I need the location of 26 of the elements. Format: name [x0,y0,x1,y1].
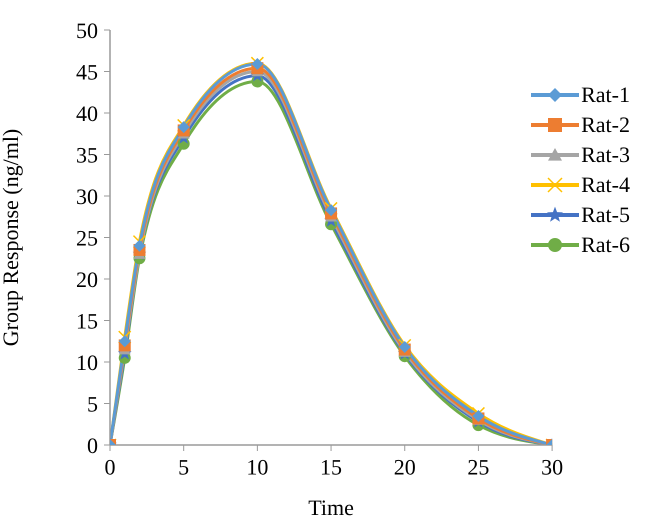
x-tick-label: 25 [467,454,490,480]
x-tick-label: 30 [541,454,564,480]
x-tick-label: 0 [104,454,116,480]
legend-label: Rat-1 [581,82,630,108]
y-tick-label: 0 [87,432,98,458]
y-tick-label: 25 [76,225,98,250]
legend-label: Rat-5 [581,202,630,228]
x-axis-title: Time [308,495,354,520]
y-tick-label: 15 [76,308,98,334]
legend-label: Rat-4 [581,172,630,198]
x-tick-label: 5 [178,454,190,480]
y-tick-label: 40 [76,100,98,126]
legend-label: Rat-2 [581,112,630,138]
x-tick-label: 15 [320,454,342,480]
y-tick-label: 50 [76,18,98,43]
y-tick-label: 35 [76,142,98,168]
y-tick-label: 20 [76,266,98,292]
y-tick-label: 10 [76,350,98,375]
y-tick-label: 5 [87,391,98,416]
x-tick-label: 10 [246,454,268,480]
legend-label: Rat-3 [581,142,630,168]
y-axis-title: Group Response (ng/ml) [0,128,23,346]
y-tick-label: 30 [76,184,98,209]
y-tick-label: 45 [76,59,98,84]
legend-label: Rat-6 [581,232,630,258]
x-tick-label: 20 [394,454,416,480]
